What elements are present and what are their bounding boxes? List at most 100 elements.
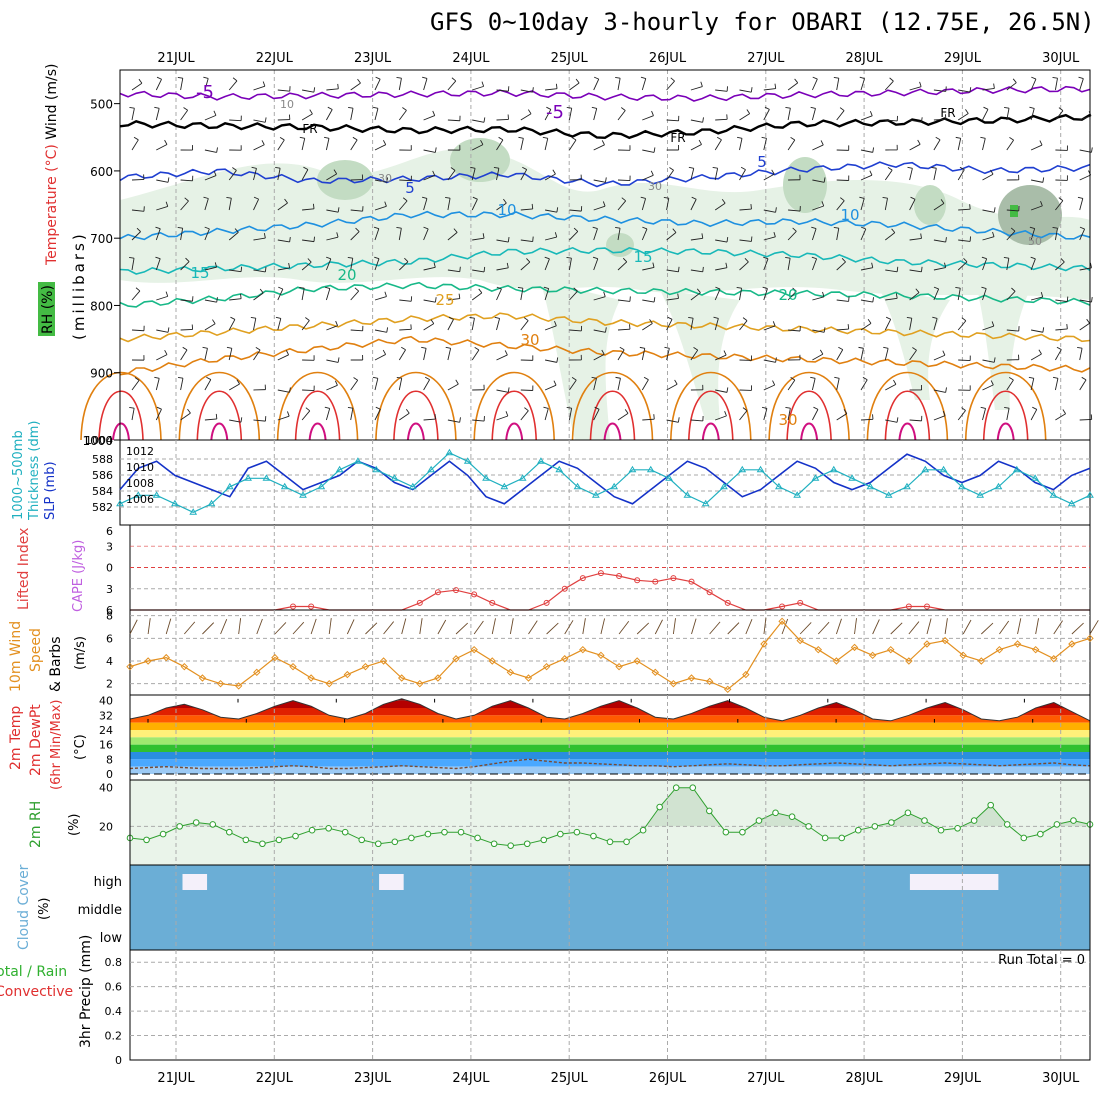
wind-barb-flag xyxy=(651,110,654,116)
surface-contour-30 xyxy=(178,371,261,441)
wind-barb xyxy=(714,318,719,331)
thickness-marker xyxy=(500,482,509,490)
rh-marker xyxy=(358,836,366,844)
surface-contour-40 xyxy=(800,422,819,441)
thickness-marker xyxy=(976,491,985,498)
rh-marker xyxy=(374,840,382,848)
wind-barb xyxy=(763,109,770,121)
wind-barb xyxy=(763,618,767,635)
wind-barb xyxy=(860,299,873,303)
contour-label: 15 xyxy=(633,248,652,266)
wind-barb xyxy=(957,288,961,301)
wind-barb-flag xyxy=(591,376,597,379)
date-label-top: 28JUL xyxy=(846,51,884,66)
wind-barb-flag xyxy=(882,196,888,199)
wind-barb-flag xyxy=(740,166,746,171)
wind-barb-flag xyxy=(969,87,972,93)
lifted-index-line xyxy=(130,572,1090,611)
wind-barb xyxy=(277,267,290,271)
wind-barb xyxy=(180,110,189,121)
precip-frame xyxy=(129,949,1091,1061)
date-label-top: 21JUL xyxy=(157,51,195,66)
wind-barb-flag xyxy=(872,147,875,153)
contour-label: 25 xyxy=(435,291,454,309)
wind-barb xyxy=(326,384,338,391)
wind-barb xyxy=(545,88,558,91)
wind-barb-flag xyxy=(1066,323,1068,330)
wind-barb-flag xyxy=(284,198,288,204)
wind-barb-flag xyxy=(518,136,524,139)
wind-barb xyxy=(326,209,339,213)
wind-barb-flag xyxy=(402,107,407,111)
wind-barb xyxy=(593,78,600,91)
wind-barb-flag xyxy=(177,227,183,229)
temperature-axis-label: Temperature (°C) xyxy=(44,140,60,266)
wind-speed-marker xyxy=(687,674,696,682)
wind-barb-flag xyxy=(470,166,476,169)
wind-speed-marker xyxy=(1013,640,1022,648)
wind-speed-marker xyxy=(995,645,1004,654)
wind-barb-flag xyxy=(992,231,995,237)
wind-speed-marker xyxy=(234,682,243,690)
wind-barb-flag xyxy=(396,76,402,79)
wind-barb xyxy=(885,383,897,391)
wind-barb xyxy=(568,258,572,271)
slp-label: SLP (mb) xyxy=(43,461,58,520)
wind-label-2: Speed xyxy=(28,628,44,672)
wind-barb xyxy=(544,408,549,421)
wind-barb-flag xyxy=(639,346,645,349)
wind-speed-marker xyxy=(850,643,859,652)
wind-barb xyxy=(374,108,379,121)
wind-barb-flag xyxy=(591,106,597,109)
wind-barb xyxy=(836,378,840,391)
wind-barb xyxy=(666,298,679,301)
rh-marker xyxy=(192,819,200,826)
wind-barb xyxy=(204,228,210,241)
wind-barb-flag xyxy=(212,319,216,325)
temp-band xyxy=(130,752,1090,760)
cape-label: CAPE (J/kg) xyxy=(71,540,86,612)
wind-barb xyxy=(933,203,945,211)
wind-barb-flag xyxy=(624,409,629,414)
wind-barb-flag xyxy=(313,236,315,242)
wind-barb-flag xyxy=(255,346,261,351)
temperature-contour-20 xyxy=(119,281,1091,308)
wind-barb-flag xyxy=(944,262,947,268)
thickness-marker xyxy=(354,457,362,464)
wind-barb-flag xyxy=(396,227,402,229)
wind-barb xyxy=(496,168,500,181)
wind-barb xyxy=(204,266,217,271)
wind-barb-flag xyxy=(556,207,559,213)
wind-barb-flag xyxy=(945,387,947,393)
wind-barb-flag xyxy=(696,288,701,293)
wind-barb-flag xyxy=(688,166,694,169)
wind-barb-flag xyxy=(1089,262,1092,268)
rh-shading-mid xyxy=(317,160,373,200)
wind-barb xyxy=(228,198,232,211)
wind-barb-flag xyxy=(605,177,607,183)
wind-barb xyxy=(256,618,263,635)
wind-barb xyxy=(982,173,994,181)
wind-barb xyxy=(909,199,916,211)
wind-barb xyxy=(301,138,306,151)
wind-barb-flag xyxy=(910,196,916,200)
wind-barb xyxy=(374,205,387,211)
wind-barb-flag xyxy=(263,233,266,239)
wind-barb-flag xyxy=(652,262,655,268)
wind-barb xyxy=(204,323,216,331)
wind-speed-marker xyxy=(416,679,424,688)
rh-shading-band xyxy=(120,148,1090,300)
wind-barb-flag xyxy=(921,266,923,272)
wind-barb-flag xyxy=(653,147,656,153)
wind-barb xyxy=(763,236,776,241)
wind-barb xyxy=(933,318,938,331)
wind-barb xyxy=(350,108,354,121)
wind-barb-flag xyxy=(810,376,816,379)
wind-barb-flag xyxy=(1078,76,1084,80)
wind-barb-flag xyxy=(601,140,605,146)
wind-barb-flag xyxy=(859,196,865,199)
wind-barb-flag xyxy=(275,166,281,169)
wind-barb-flag xyxy=(698,139,702,145)
wind-barb-flag xyxy=(526,258,531,263)
